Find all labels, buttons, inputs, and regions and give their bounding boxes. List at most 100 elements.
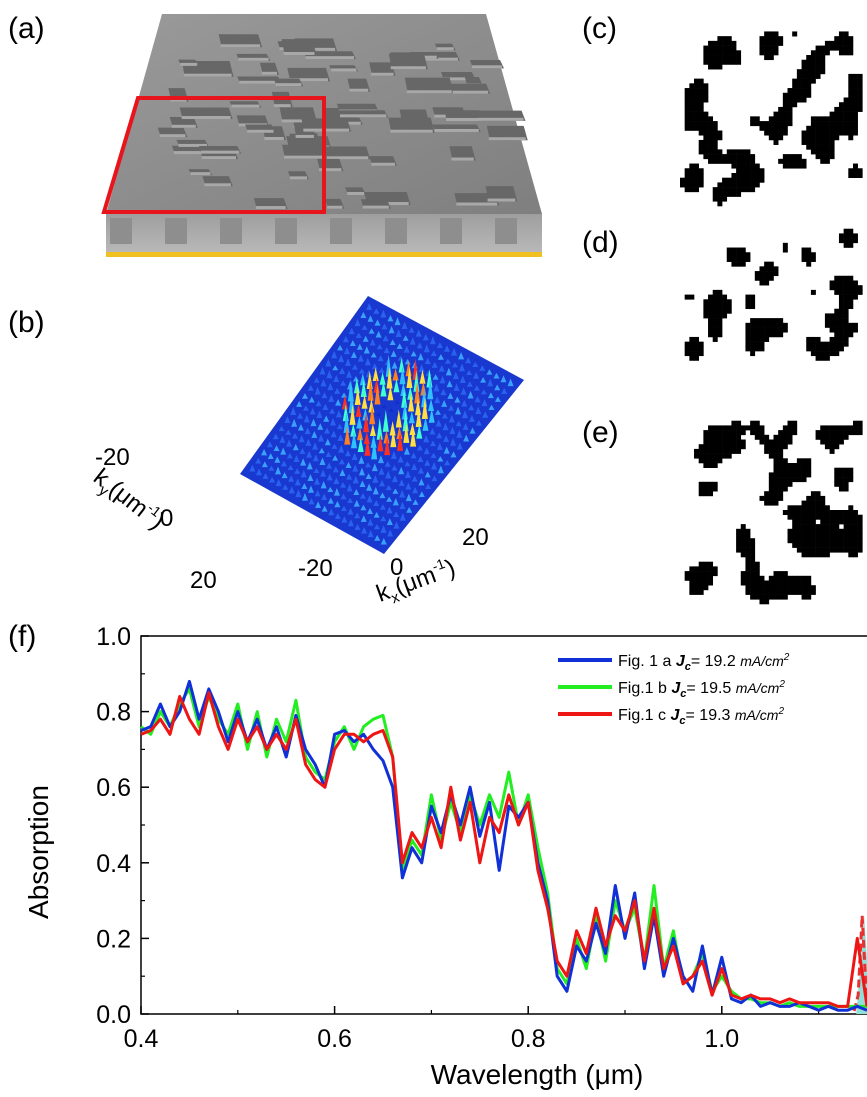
pattern-pixel (717, 182, 723, 188)
kspace-peak (358, 456, 365, 464)
pattern-pixel (801, 547, 807, 553)
pattern-pixel (778, 332, 784, 338)
pattern-pixel (778, 594, 784, 600)
kspace-peak (292, 443, 299, 451)
pattern-pixel (740, 430, 746, 436)
pattern-pixel (750, 158, 756, 164)
pattern-pixel (703, 144, 709, 150)
pattern-pixel (754, 327, 760, 333)
ky-tick-20: 20 (190, 567, 217, 594)
pattern-pixel (764, 439, 770, 445)
pattern-pixel (712, 318, 718, 324)
pattern-pixel (820, 69, 826, 75)
pattern-pixel (806, 83, 812, 89)
pattern-pixel (694, 571, 699, 577)
pattern-pixel (834, 275, 840, 281)
kspace-peak (280, 460, 287, 467)
texture-pit-edge (477, 117, 524, 121)
pattern-pixel (764, 121, 770, 127)
kspace-peak (351, 452, 358, 460)
pattern-pixel (745, 294, 751, 300)
pattern-pixel (824, 135, 830, 141)
pattern-pixel (698, 341, 704, 347)
pattern-pixel (806, 514, 812, 520)
kspace-peak (360, 379, 367, 398)
pattern-pixel (745, 580, 751, 586)
pattern-pixel (834, 327, 840, 333)
pattern-pixel (750, 425, 756, 431)
kspace-peak (261, 461, 268, 468)
pattern-pixel (824, 341, 830, 347)
kspace-peak (358, 467, 365, 476)
texture-pit-edge (347, 191, 365, 195)
kspace-peak (400, 382, 407, 396)
pattern-pixel (736, 425, 742, 431)
pattern-pixel (843, 477, 849, 483)
pattern-pixel (792, 430, 798, 436)
pattern-pixel (726, 308, 732, 314)
pattern-pixel (731, 50, 737, 56)
pattern-pixel (801, 542, 807, 548)
pattern-pixel (768, 55, 774, 61)
pattern-pixel (838, 31, 844, 37)
pattern-pixel (848, 289, 854, 295)
pattern-pixel (820, 144, 826, 150)
pattern-pixel (801, 73, 807, 79)
pattern-pixel (759, 425, 765, 431)
pattern-pixel (820, 154, 826, 160)
pattern-pixel (792, 425, 798, 431)
kspace-peak (403, 345, 410, 353)
texture-pit-edge (255, 206, 286, 210)
pattern-pixel (703, 154, 709, 160)
pattern-pixel (806, 463, 812, 468)
kspace-peak (318, 434, 325, 442)
pattern-pixel (740, 528, 746, 534)
kspace-peak (352, 475, 359, 484)
pattern-pixel (750, 585, 756, 591)
texture-pit-edge (442, 77, 474, 81)
pattern-pixel (703, 125, 709, 131)
kspace-peak (346, 473, 353, 480)
pattern-pixel (824, 533, 830, 539)
pattern-pixel (787, 97, 793, 103)
pattern-pixel (684, 187, 690, 193)
pattern-pixel (810, 252, 816, 258)
pattern-pixel (698, 491, 704, 497)
kspace-peak (458, 363, 465, 372)
kspace-peak (385, 470, 392, 479)
kspace-peak (390, 451, 397, 459)
pattern-pixel (750, 538, 756, 544)
substrate-layer (106, 252, 542, 257)
pattern-pixel (740, 172, 746, 178)
pattern-pixel (722, 313, 728, 319)
pattern-pixel (708, 40, 714, 46)
pattern-pixel (703, 116, 709, 122)
pattern-pixel (838, 289, 844, 295)
pattern-pixel (773, 594, 779, 600)
pattern-pixel (801, 575, 807, 581)
pattern-pixel (736, 434, 742, 440)
kspace-peak (315, 501, 322, 508)
pattern-pixel (717, 36, 723, 42)
pattern-pixel (778, 36, 784, 42)
kspace-peak (343, 412, 350, 433)
pattern-pixel (726, 50, 732, 56)
pattern-pixel (712, 463, 718, 468)
pattern-pixel (759, 580, 765, 586)
pattern-pixel (717, 448, 723, 454)
pattern-pixel (689, 125, 695, 131)
pattern-pixel (703, 83, 709, 89)
pattern-pixel (712, 64, 718, 70)
kspace-peak (468, 415, 475, 422)
pattern-pixel (815, 524, 821, 530)
pattern-pixel (838, 111, 844, 117)
pattern-pixel (787, 154, 793, 160)
kspace-peak (371, 463, 378, 472)
pattern-pixel (708, 308, 714, 314)
kspace-peak (309, 408, 316, 415)
kspace-peak (395, 409, 402, 428)
kspace-peak (314, 477, 321, 485)
kspace-peak (354, 512, 361, 519)
pattern-pixel (810, 149, 816, 155)
pattern-pixel (857, 78, 863, 84)
